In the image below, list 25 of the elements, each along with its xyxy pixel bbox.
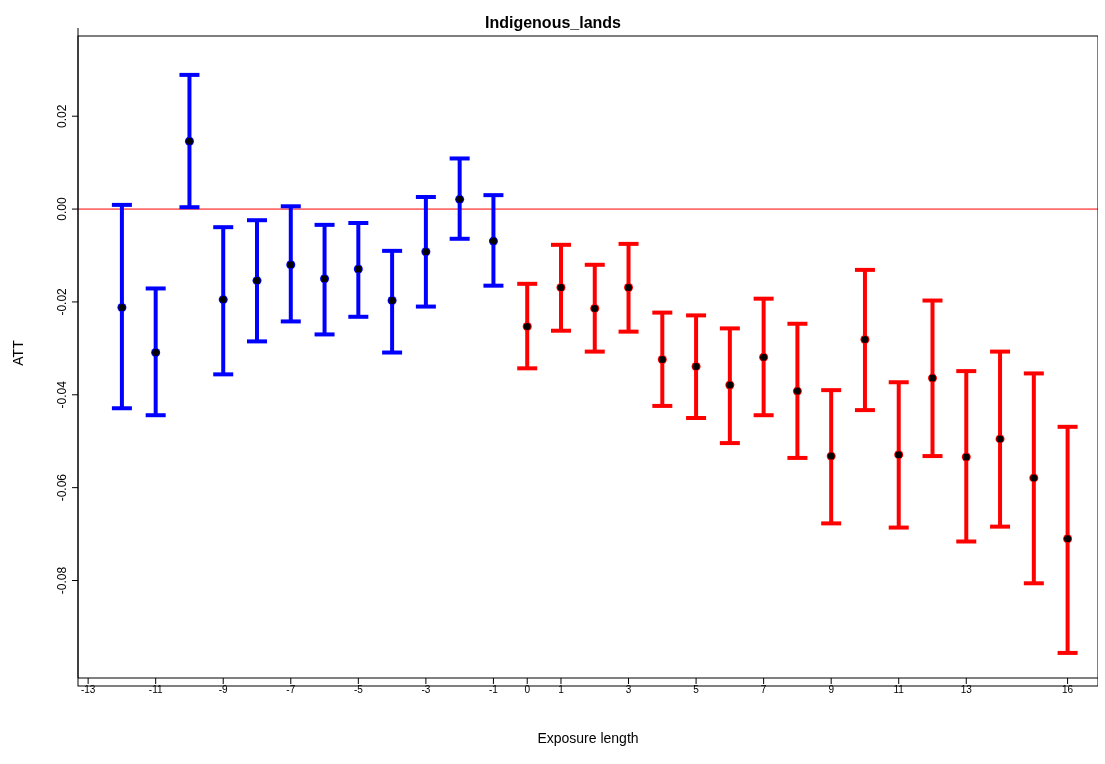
x-tick-label: 0 — [524, 684, 531, 696]
x-tick-label: 13 — [960, 684, 973, 696]
y-tick-label: 0.00 — [55, 197, 69, 221]
x-tick-label: -7 — [286, 684, 296, 696]
x-tick-label: -3 — [421, 684, 431, 696]
x-tick-label: 5 — [693, 684, 700, 696]
x-tick-label: 9 — [828, 684, 835, 696]
x-tick-label: 7 — [760, 684, 767, 696]
x-axis-title: Exposure length — [537, 730, 639, 746]
y-tick-label: -0.04 — [55, 380, 69, 409]
x-tick-label: 3 — [625, 684, 632, 696]
x-tick-label: -9 — [218, 684, 229, 696]
chart-title: Indigenous_lands — [484, 14, 622, 32]
x-tick-label: 11 — [893, 684, 905, 696]
x-tick-label: -11 — [148, 684, 163, 696]
x-tick-label: -1 — [488, 684, 499, 696]
y-axis-title: ATT — [9, 339, 26, 366]
y-tick-label: 0.02 — [55, 104, 69, 128]
y-tick-label: -0.06 — [55, 473, 69, 502]
x-tick-label: -13 — [80, 684, 96, 696]
x-tick-label: -5 — [353, 684, 364, 696]
x-tick-label: 16 — [1062, 684, 1074, 696]
y-tick-label: -0.02 — [55, 287, 69, 316]
y-tick-label: -0.08 — [55, 566, 69, 595]
x-tick-label: 1 — [558, 684, 565, 696]
